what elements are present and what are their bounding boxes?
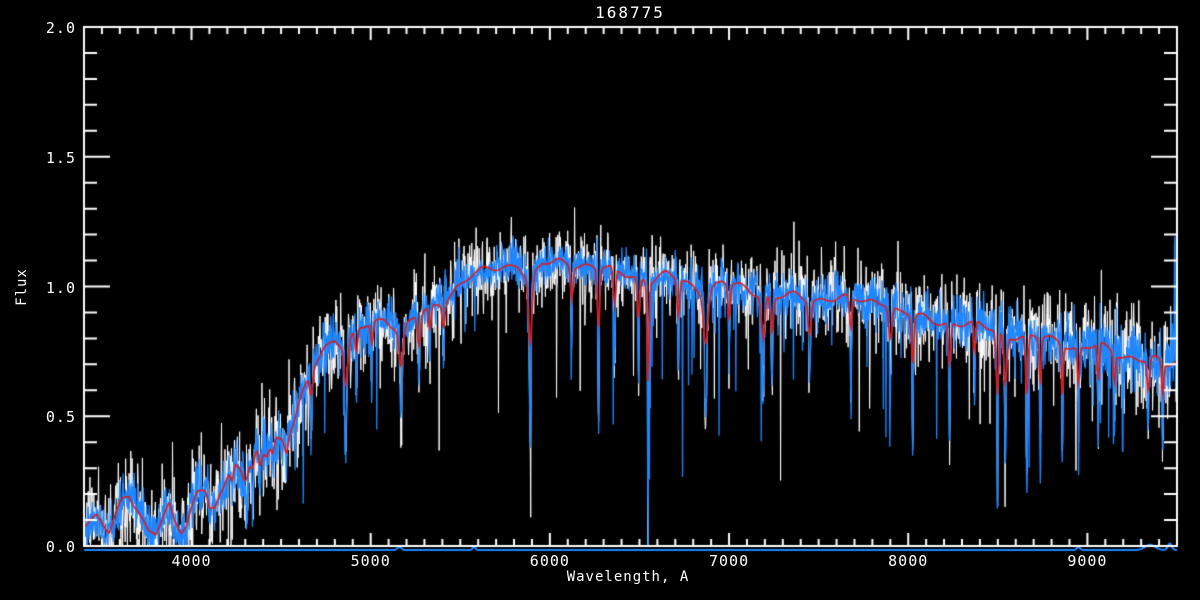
y-tick-label: 0.0	[45, 538, 76, 556]
y-tick-label: 0.5	[45, 408, 76, 427]
x-tick-label: 7000	[708, 552, 750, 570]
x-tick-label: 4000	[171, 552, 212, 570]
y-tick-label: 1.5	[45, 148, 76, 167]
y-tick-label: 2.0	[45, 19, 76, 37]
plot-title: 168775	[595, 3, 665, 22]
wavelength-axis-label: Wavelength, A	[566, 569, 690, 585]
y-tick-label: 1.0	[45, 278, 76, 297]
x-tick-label: 8000	[888, 552, 929, 570]
x-tick-label: 6000	[529, 552, 570, 570]
x-tick-label: 5000	[350, 552, 391, 570]
x-tick-label: 9000	[1067, 552, 1108, 570]
